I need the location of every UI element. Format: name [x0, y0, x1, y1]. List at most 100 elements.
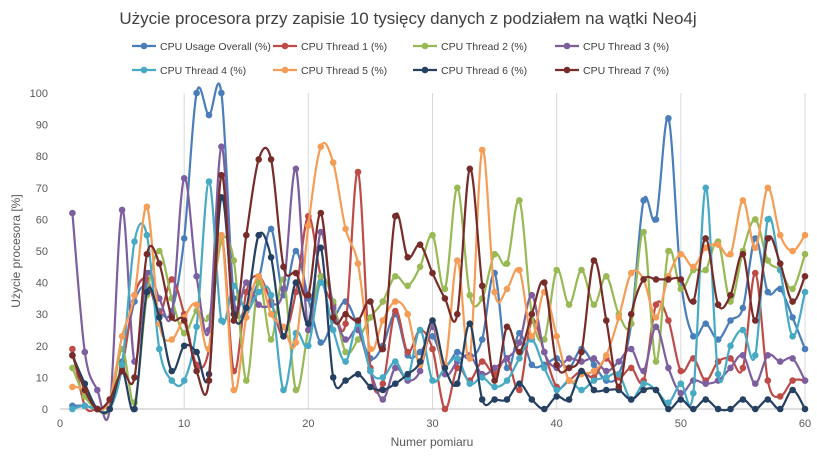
- data-point: [292, 247, 300, 255]
- data-point: [255, 279, 262, 286]
- data-point: [665, 276, 672, 283]
- data-point: [131, 405, 138, 413]
- data-point: [640, 197, 647, 204]
- data-point: [416, 241, 424, 248]
- data-point: [789, 355, 796, 362]
- legend-label: CPU Thread 4 (%): [160, 65, 246, 77]
- data-point: [392, 298, 399, 305]
- series-7: [69, 194, 809, 415]
- data-point: [491, 288, 498, 296]
- series-lines: [69, 82, 809, 421]
- data-point: [764, 288, 772, 296]
- data-point: [429, 377, 436, 384]
- legend-swatch-marker: [281, 42, 289, 50]
- data-point: [106, 396, 113, 403]
- data-point: [690, 389, 697, 397]
- data-point: [280, 263, 287, 271]
- chart-legend: CPU Usage Overall (%) CPU Thread 1 (%) CPU…: [132, 41, 669, 77]
- series-8: [69, 146, 809, 413]
- data-point: [429, 269, 436, 277]
- data-point: [640, 380, 647, 388]
- data-point: [180, 317, 188, 324]
- data-point: [702, 320, 709, 328]
- data-point: [243, 304, 250, 312]
- data-point: [652, 386, 660, 394]
- data-point: [652, 301, 660, 309]
- data-point: [69, 383, 76, 391]
- y-tick-label: 60: [36, 214, 48, 226]
- data-point: [764, 216, 772, 223]
- data-point: [789, 377, 796, 384]
- data-point: [180, 329, 188, 337]
- data-point: [131, 238, 138, 245]
- data-point: [379, 317, 387, 324]
- legend-swatch-marker: [281, 66, 289, 74]
- data-point: [342, 377, 349, 384]
- data-point: [69, 405, 76, 413]
- data-point: [466, 320, 474, 328]
- data-point: [218, 89, 225, 97]
- data-point: [230, 257, 238, 264]
- data-point: [640, 228, 647, 236]
- data-point: [739, 352, 747, 359]
- data-point: [727, 342, 734, 350]
- data-point: [627, 345, 635, 353]
- data-point: [690, 333, 697, 340]
- data-point: [292, 269, 300, 277]
- legend-swatch-marker: [421, 66, 429, 74]
- data-point: [603, 374, 610, 381]
- data-point: [801, 288, 809, 296]
- legend-item: CPU Thread 2 (%): [413, 41, 527, 53]
- data-point: [180, 235, 188, 242]
- data-point: [230, 317, 238, 324]
- data-point: [255, 231, 262, 239]
- legend-label: CPU Thread 7 (%): [583, 65, 669, 77]
- data-point: [218, 143, 225, 150]
- data-point: [627, 364, 635, 372]
- data-point: [590, 377, 598, 384]
- data-point: [317, 228, 325, 236]
- data-point: [541, 405, 548, 413]
- data-point: [752, 380, 759, 388]
- x-tick-label: 40: [551, 418, 563, 430]
- data-point: [305, 320, 312, 328]
- legend-label: CPU Thread 2 (%): [441, 41, 527, 53]
- data-point: [627, 396, 635, 403]
- data-point: [528, 361, 536, 369]
- data-point: [652, 358, 660, 365]
- data-point: [81, 386, 89, 394]
- data-point: [516, 355, 523, 362]
- data-point: [379, 380, 387, 388]
- data-point: [416, 358, 424, 365]
- data-point: [503, 285, 511, 293]
- data-point: [94, 405, 101, 413]
- data-point: [640, 367, 647, 375]
- data-point: [205, 377, 213, 384]
- y-tick-label: 50: [36, 246, 48, 258]
- data-point: [739, 304, 747, 312]
- data-point: [205, 111, 213, 119]
- data-point: [404, 310, 412, 318]
- data-point: [218, 171, 225, 179]
- data-point: [441, 405, 449, 413]
- data-point: [702, 235, 709, 242]
- x-tick-label: 20: [302, 418, 314, 430]
- data-point: [255, 288, 262, 296]
- data-point: [615, 314, 623, 321]
- data-point: [243, 279, 250, 286]
- data-point: [789, 298, 796, 305]
- data-point: [739, 396, 747, 403]
- legend-label: CPU Usage Overall (%): [160, 41, 271, 53]
- data-point: [478, 396, 486, 403]
- y-tick-label: 0: [42, 404, 48, 416]
- data-point: [776, 358, 784, 365]
- data-point: [677, 285, 685, 293]
- data-point: [392, 364, 399, 372]
- legend-label: CPU Thread 3 (%): [583, 41, 669, 53]
- data-point: [665, 317, 672, 324]
- data-point: [255, 156, 262, 163]
- data-point: [342, 336, 349, 343]
- data-point: [466, 291, 474, 299]
- data-point: [404, 253, 412, 261]
- data-point: [255, 273, 262, 280]
